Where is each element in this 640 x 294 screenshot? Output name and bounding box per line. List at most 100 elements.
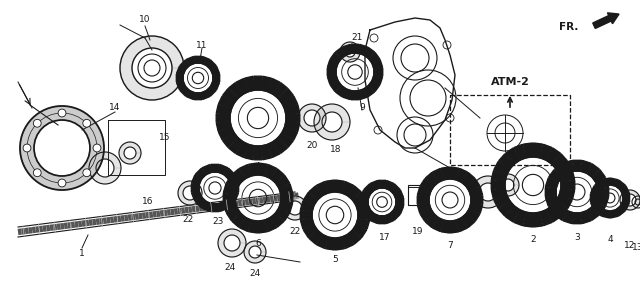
Polygon shape xyxy=(286,114,300,122)
Bar xyxy=(408,185,423,205)
Polygon shape xyxy=(216,114,230,122)
Polygon shape xyxy=(239,165,252,178)
Polygon shape xyxy=(262,76,271,91)
Polygon shape xyxy=(278,88,293,103)
Text: 8: 8 xyxy=(255,163,261,173)
Polygon shape xyxy=(602,210,610,218)
Polygon shape xyxy=(592,170,605,182)
Polygon shape xyxy=(492,171,507,181)
Polygon shape xyxy=(499,154,514,169)
Polygon shape xyxy=(191,184,199,192)
Polygon shape xyxy=(494,195,510,208)
Polygon shape xyxy=(587,207,599,220)
Polygon shape xyxy=(548,202,562,214)
Polygon shape xyxy=(195,168,206,179)
Polygon shape xyxy=(524,143,532,158)
Text: 4: 4 xyxy=(607,235,613,245)
Polygon shape xyxy=(559,171,575,181)
Polygon shape xyxy=(186,91,195,99)
Polygon shape xyxy=(555,164,567,177)
Polygon shape xyxy=(271,213,284,227)
Polygon shape xyxy=(20,106,104,190)
Text: 22: 22 xyxy=(182,216,194,225)
Text: 24: 24 xyxy=(250,270,260,278)
Polygon shape xyxy=(499,201,514,216)
Polygon shape xyxy=(281,193,292,203)
Polygon shape xyxy=(561,181,575,190)
Polygon shape xyxy=(370,214,379,223)
Polygon shape xyxy=(370,181,379,190)
Polygon shape xyxy=(340,42,360,62)
Text: 10: 10 xyxy=(140,16,151,24)
Polygon shape xyxy=(202,165,212,175)
Polygon shape xyxy=(472,176,504,208)
Polygon shape xyxy=(265,165,276,178)
Polygon shape xyxy=(228,175,239,185)
Polygon shape xyxy=(191,175,202,185)
Polygon shape xyxy=(356,201,369,211)
Polygon shape xyxy=(353,225,367,238)
Polygon shape xyxy=(314,104,350,140)
Polygon shape xyxy=(351,91,359,100)
Polygon shape xyxy=(268,78,280,94)
Text: 12: 12 xyxy=(624,240,636,250)
Polygon shape xyxy=(194,56,202,63)
Polygon shape xyxy=(466,209,480,221)
Polygon shape xyxy=(194,93,202,100)
Polygon shape xyxy=(342,182,353,196)
Circle shape xyxy=(33,119,41,127)
Polygon shape xyxy=(587,164,599,177)
Polygon shape xyxy=(236,142,248,158)
Polygon shape xyxy=(191,191,202,201)
Polygon shape xyxy=(326,180,335,193)
Polygon shape xyxy=(573,160,582,171)
Polygon shape xyxy=(390,184,400,194)
Polygon shape xyxy=(228,138,243,153)
Polygon shape xyxy=(360,205,370,214)
Polygon shape xyxy=(300,211,312,220)
Polygon shape xyxy=(177,74,183,82)
Polygon shape xyxy=(328,60,338,69)
Polygon shape xyxy=(456,168,467,182)
Polygon shape xyxy=(364,47,374,58)
Polygon shape xyxy=(623,194,630,202)
Polygon shape xyxy=(364,184,374,194)
Polygon shape xyxy=(178,181,202,205)
Polygon shape xyxy=(358,89,367,100)
Polygon shape xyxy=(378,216,386,224)
Polygon shape xyxy=(533,212,543,227)
Polygon shape xyxy=(514,144,526,160)
Polygon shape xyxy=(616,206,625,216)
Polygon shape xyxy=(236,78,248,94)
Polygon shape xyxy=(309,230,323,244)
Polygon shape xyxy=(563,211,573,223)
Polygon shape xyxy=(559,189,575,199)
Polygon shape xyxy=(248,220,258,233)
Polygon shape xyxy=(282,96,298,108)
Polygon shape xyxy=(254,76,262,90)
Polygon shape xyxy=(591,201,600,210)
Polygon shape xyxy=(596,196,609,206)
Polygon shape xyxy=(216,105,232,115)
Polygon shape xyxy=(335,180,344,193)
Polygon shape xyxy=(202,201,212,211)
Polygon shape xyxy=(212,74,220,82)
Circle shape xyxy=(33,169,41,177)
Polygon shape xyxy=(273,138,287,153)
Text: 18: 18 xyxy=(330,146,342,155)
Polygon shape xyxy=(326,237,335,250)
Polygon shape xyxy=(335,86,346,97)
Polygon shape xyxy=(372,60,383,69)
Polygon shape xyxy=(595,180,604,190)
Polygon shape xyxy=(218,96,234,108)
Circle shape xyxy=(23,144,31,152)
Polygon shape xyxy=(547,148,561,164)
Polygon shape xyxy=(223,88,238,103)
Circle shape xyxy=(58,109,66,117)
Polygon shape xyxy=(348,230,361,244)
Polygon shape xyxy=(244,145,255,160)
Polygon shape xyxy=(364,210,374,220)
Polygon shape xyxy=(461,173,475,186)
Circle shape xyxy=(83,169,91,177)
Polygon shape xyxy=(524,212,532,227)
